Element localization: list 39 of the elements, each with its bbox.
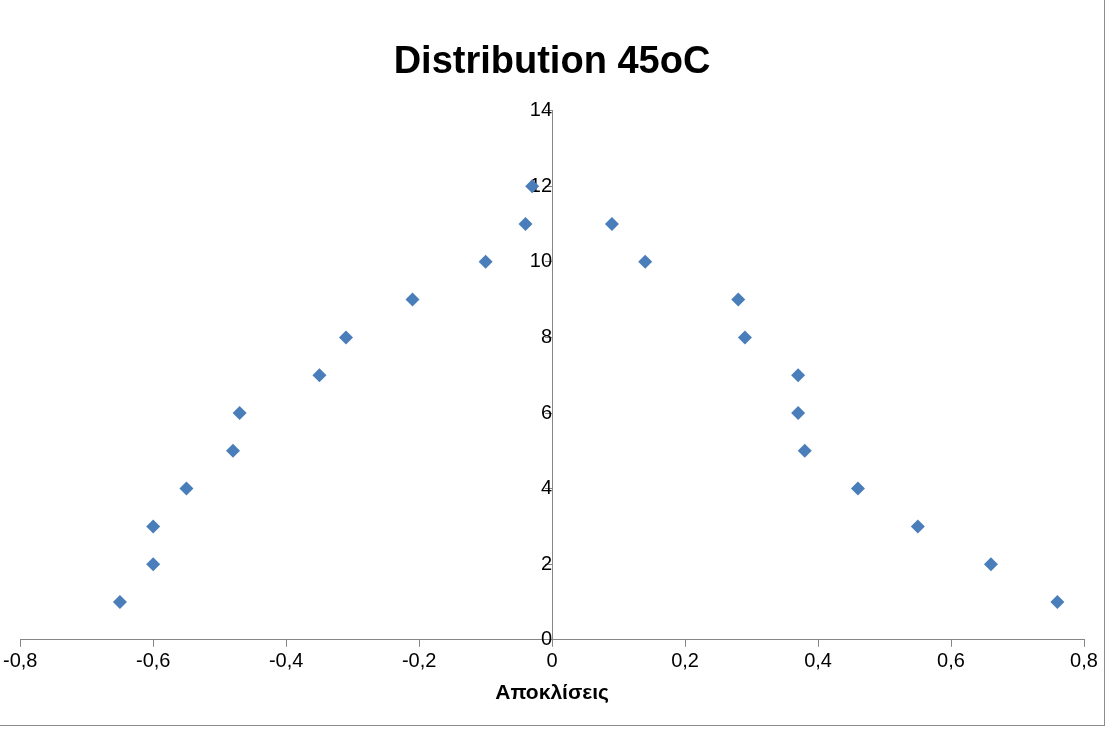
x-tick-label: 0,8 xyxy=(1070,649,1098,672)
point xyxy=(910,519,925,534)
point xyxy=(146,557,161,572)
x-tick-label: 0,4 xyxy=(804,649,832,672)
point xyxy=(850,481,865,496)
point xyxy=(225,443,240,458)
point xyxy=(405,292,420,307)
point xyxy=(638,254,653,269)
point xyxy=(232,406,247,420)
point xyxy=(478,254,493,269)
point xyxy=(791,368,806,383)
point xyxy=(1050,595,1065,609)
y-tick-label: 10 xyxy=(529,249,553,272)
point xyxy=(983,557,998,572)
y-tick-label: 14 xyxy=(529,98,553,121)
x-tick-label: -0,8 xyxy=(3,649,38,672)
x-tick-label: -0,2 xyxy=(401,649,437,672)
x-tick-label: 0,6 xyxy=(937,649,965,672)
point xyxy=(797,443,812,458)
chart-title: Distribution 45oC xyxy=(393,39,711,82)
x-tick-label: -0,6 xyxy=(135,649,171,672)
point xyxy=(731,292,746,307)
x-axis-title: Αποκλίσεις xyxy=(495,680,610,705)
y-tick-label: 2 xyxy=(540,551,553,574)
x-tick-label: 0,2 xyxy=(671,649,699,672)
point xyxy=(146,519,161,534)
point xyxy=(737,330,752,345)
x-tick-label: -0,4 xyxy=(268,649,304,672)
point xyxy=(791,406,806,420)
point xyxy=(179,481,194,496)
y-tick-label: 4 xyxy=(540,476,553,499)
point xyxy=(312,368,327,383)
y-tick-label: 8 xyxy=(540,324,553,347)
y-tick-label: 0 xyxy=(540,627,553,650)
point xyxy=(112,595,127,609)
point xyxy=(518,217,533,231)
point xyxy=(604,217,619,231)
point xyxy=(339,330,354,345)
y-tick-label: 6 xyxy=(540,400,553,423)
